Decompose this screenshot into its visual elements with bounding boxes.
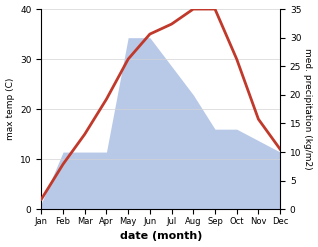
X-axis label: date (month): date (month): [120, 231, 202, 242]
Y-axis label: med. precipitation (kg/m2): med. precipitation (kg/m2): [303, 48, 313, 170]
Y-axis label: max temp (C): max temp (C): [5, 78, 15, 140]
